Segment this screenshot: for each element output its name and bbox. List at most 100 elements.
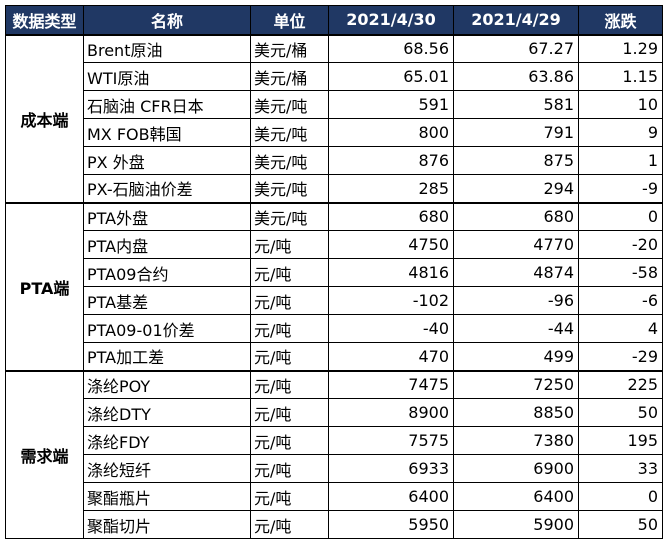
date2-value-cell: 6400 [453,482,579,511]
name-cell: PX 外盘 [83,146,251,175]
table-row: 成本端 Brent原油 美元/桶 68.56 67.27 1.29 [5,33,663,203]
table-row: 聚酯切片 元/吨 5950 5900 50 [6,510,663,539]
header-row: 数据类型 名称 单位 2021/4/30 2021/4/29 涨跌 [5,5,663,36]
change-cell: 10 [578,90,663,119]
date1-value-cell: 7475 [328,369,454,399]
date1-value-cell: 4750 [328,230,454,259]
date2-value-cell: 7250 [453,369,579,399]
unit-cell: 美元/吨 [250,174,329,203]
name-cell: PX-石脑油价差 [83,174,251,203]
unit-cell: 元/吨 [250,510,329,539]
name-cell: PTA09合约 [83,258,251,287]
date2-value-cell: 499 [453,342,579,371]
change-cell: 225 [578,369,663,399]
table-row: WTI原油 美元/桶 65.01 63.86 1.15 [6,62,663,91]
date1-value-cell: 591 [328,90,454,119]
name-cell: PTA外盘 [83,201,251,231]
date1-value-cell: 8900 [328,398,454,427]
name-cell: 涤纶DTY [83,398,251,427]
date2-value-cell: 8850 [453,398,579,427]
header-date1: 2021/4/30 [328,5,454,36]
name-cell: 涤纶POY [83,369,251,399]
name-cell: PTA基差 [83,286,251,315]
date1-value-cell: 285 [328,174,454,203]
header-category: 数据类型 [5,5,84,36]
table-row: PTA加工差 元/吨 470 499 -29 [6,342,663,371]
change-cell: -9 [578,174,663,203]
unit-cell: 元/吨 [250,314,329,343]
date2-value-cell: 4770 [453,230,579,259]
unit-cell: 元/吨 [250,454,329,483]
category-cell: 成本端 [5,33,84,203]
table-row: MX FOB韩国 美元/吨 800 791 9 [6,118,663,147]
change-cell: 195 [578,426,663,455]
change-cell: 1.29 [578,33,663,63]
unit-cell: 元/吨 [250,426,329,455]
change-cell: -29 [578,342,663,371]
date2-value-cell: 581 [453,90,579,119]
name-cell: Brent原油 [83,33,251,63]
unit-cell: 美元/吨 [250,118,329,147]
unit-cell: 美元/吨 [250,90,329,119]
header-name: 名称 [83,5,251,36]
date2-value-cell: 67.27 [453,33,579,63]
name-cell: 涤纶FDY [83,426,251,455]
table-row: PX 外盘 美元/吨 876 875 1 [6,146,663,175]
date1-value-cell: 7575 [328,426,454,455]
unit-cell: 元/吨 [250,369,329,399]
header-unit: 单位 [250,5,329,36]
date2-value-cell: 294 [453,174,579,203]
table-row: 涤纶FDY 元/吨 7575 7380 195 [6,426,663,455]
table-row: 石脑油 CFR日本 美元/吨 591 581 10 [6,90,663,119]
date1-value-cell: 65.01 [328,62,454,91]
date1-value-cell: -102 [328,286,454,315]
change-cell: 0 [578,201,663,231]
date2-value-cell: 7380 [453,426,579,455]
table-row: PTA基差 元/吨 -102 -96 -6 [6,286,663,315]
table-row: PTA09合约 元/吨 4816 4874 -58 [6,258,663,287]
date1-value-cell: 876 [328,146,454,175]
date2-value-cell: 680 [453,201,579,231]
date2-value-cell: -96 [453,286,579,315]
date2-value-cell: 875 [453,146,579,175]
date1-value-cell: 6400 [328,482,454,511]
name-cell: PTA09-01价差 [83,314,251,343]
change-cell: 50 [578,398,663,427]
header-date2: 2021/4/29 [453,5,579,36]
change-cell: 33 [578,454,663,483]
name-cell: 聚酯瓶片 [83,482,251,511]
table-row: PX-石脑油价差 美元/吨 285 294 -9 [6,174,663,203]
table-row: PTA内盘 元/吨 4750 4770 -20 [6,230,663,259]
name-cell: 涤纶短纤 [83,454,251,483]
table-header: 数据类型 名称 单位 2021/4/30 2021/4/29 涨跌 [5,5,663,36]
unit-cell: 美元/桶 [250,33,329,63]
unit-cell: 美元/吨 [250,201,329,231]
table-row: 涤纶短纤 元/吨 6933 6900 33 [6,454,663,483]
name-cell: WTI原油 [83,62,251,91]
name-cell: PTA加工差 [83,342,251,371]
date2-value-cell: 5900 [453,510,579,539]
unit-cell: 美元/吨 [250,146,329,175]
name-cell: MX FOB韩国 [83,118,251,147]
date2-value-cell: 6900 [453,454,579,483]
change-cell: -6 [578,286,663,315]
date2-value-cell: 791 [453,118,579,147]
table-row: PTA09-01价差 元/吨 -40 -44 4 [6,314,663,343]
unit-cell: 元/吨 [250,230,329,259]
unit-cell: 美元/桶 [250,62,329,91]
table-body: 成本端 Brent原油 美元/桶 68.56 67.27 1.29 WTI原油 美元/桶 65.… [5,33,663,539]
change-cell: 0 [578,482,663,511]
table-row: PTA端 PTA外盘 美元/吨 680 680 0 [5,201,663,371]
date1-value-cell: 680 [328,201,454,231]
unit-cell: 元/吨 [250,342,329,371]
date1-value-cell: 4816 [328,258,454,287]
date1-value-cell: 800 [328,118,454,147]
change-cell: 9 [578,118,663,147]
unit-cell: 元/吨 [250,398,329,427]
table-row: 聚酯瓶片 元/吨 6400 6400 0 [6,482,663,511]
change-cell: -58 [578,258,663,287]
category-cell: 需求端 [5,369,84,539]
date2-value-cell: 63.86 [453,62,579,91]
name-cell: 聚酯切片 [83,510,251,539]
change-cell: 1.15 [578,62,663,91]
